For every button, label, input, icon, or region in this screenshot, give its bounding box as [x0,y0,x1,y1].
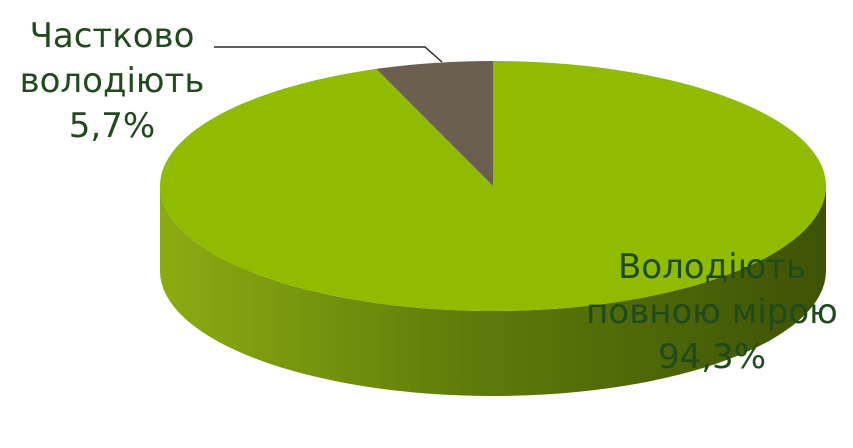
pie-side-wall [160,186,826,396]
data-label-fully-proficient: Володіють повною мірою 94,3% [586,247,838,377]
leader-lines [214,46,443,63]
pie-slice-partially-proficient [376,61,493,186]
pie-side-layer [160,186,826,396]
pie-top-layer [159,61,826,312]
data-label-partially-proficient: Частково володіють 5,7% [20,16,205,146]
pie-slice-fully-proficient [159,61,826,312]
leader-line-partially-proficient [214,46,443,63]
data-labels: Володіють повною мірою 94,3% Частково володі… [20,16,838,377]
